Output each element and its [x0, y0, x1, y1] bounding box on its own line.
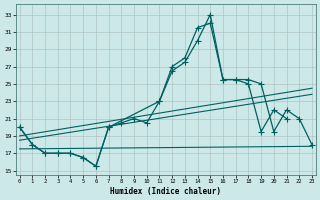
X-axis label: Humidex (Indice chaleur): Humidex (Indice chaleur) [110, 187, 221, 196]
